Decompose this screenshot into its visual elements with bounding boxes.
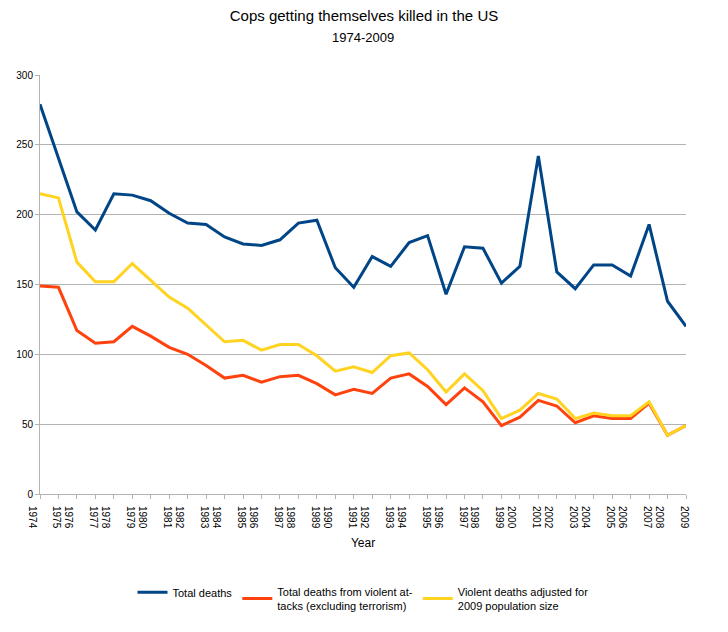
svg-text:1985: 1985 <box>236 506 247 529</box>
svg-text:2007: 2007 <box>642 506 653 529</box>
svg-text:1993: 1993 <box>384 506 395 529</box>
svg-text:1975: 1975 <box>51 506 62 529</box>
svg-text:1995: 1995 <box>421 506 432 529</box>
svg-text:2006: 2006 <box>617 506 628 529</box>
svg-text:Total deaths from violent at-t: Total deaths from violent at-tacks (excl… <box>277 586 412 612</box>
svg-text:2009: 2009 <box>679 506 690 529</box>
svg-text:300: 300 <box>16 70 33 81</box>
svg-text:1977: 1977 <box>88 506 99 529</box>
svg-text:2003: 2003 <box>568 506 579 529</box>
svg-text:1982: 1982 <box>174 506 185 529</box>
svg-text:1978: 1978 <box>100 506 111 529</box>
svg-text:1990: 1990 <box>322 506 333 529</box>
svg-text:1991: 1991 <box>347 506 358 529</box>
svg-text:1979: 1979 <box>125 506 136 529</box>
svg-text:Violent deaths adjusted for200: Violent deaths adjusted for2009 populati… <box>458 586 588 612</box>
svg-text:2005: 2005 <box>605 506 616 529</box>
svg-text:1983: 1983 <box>199 506 210 529</box>
svg-text:1997: 1997 <box>458 506 469 529</box>
svg-text:1987: 1987 <box>273 506 284 529</box>
svg-text:2004: 2004 <box>580 506 591 529</box>
svg-text:1994: 1994 <box>396 506 407 529</box>
svg-text:1999: 1999 <box>494 506 505 529</box>
svg-text:150: 150 <box>16 279 33 290</box>
svg-text:50: 50 <box>22 419 34 430</box>
svg-text:1981: 1981 <box>162 506 173 529</box>
svg-text:1989: 1989 <box>310 506 321 529</box>
svg-text:2002: 2002 <box>543 506 554 529</box>
svg-text:2001: 2001 <box>531 506 542 529</box>
svg-text:1984: 1984 <box>211 506 222 529</box>
svg-text:1998: 1998 <box>469 506 480 529</box>
svg-text:2008: 2008 <box>654 506 665 529</box>
svg-text:2000: 2000 <box>506 506 517 529</box>
svg-text:Year: Year <box>351 536 375 550</box>
svg-text:1974-2009: 1974-2009 <box>332 30 394 45</box>
svg-text:250: 250 <box>16 139 33 150</box>
svg-text:200: 200 <box>16 209 33 220</box>
svg-text:1986: 1986 <box>248 506 259 529</box>
svg-text:1996: 1996 <box>433 506 444 529</box>
svg-text:100: 100 <box>16 349 33 360</box>
svg-text:Cops getting themselves killed: Cops getting themselves killed in the US <box>230 7 498 24</box>
svg-text:1992: 1992 <box>359 506 370 529</box>
svg-text:1980: 1980 <box>137 506 148 529</box>
svg-text:Total deaths: Total deaths <box>173 587 233 599</box>
svg-text:1988: 1988 <box>285 506 296 529</box>
svg-text:0: 0 <box>27 489 33 500</box>
svg-text:1976: 1976 <box>63 506 74 529</box>
svg-text:1974: 1974 <box>27 506 38 529</box>
